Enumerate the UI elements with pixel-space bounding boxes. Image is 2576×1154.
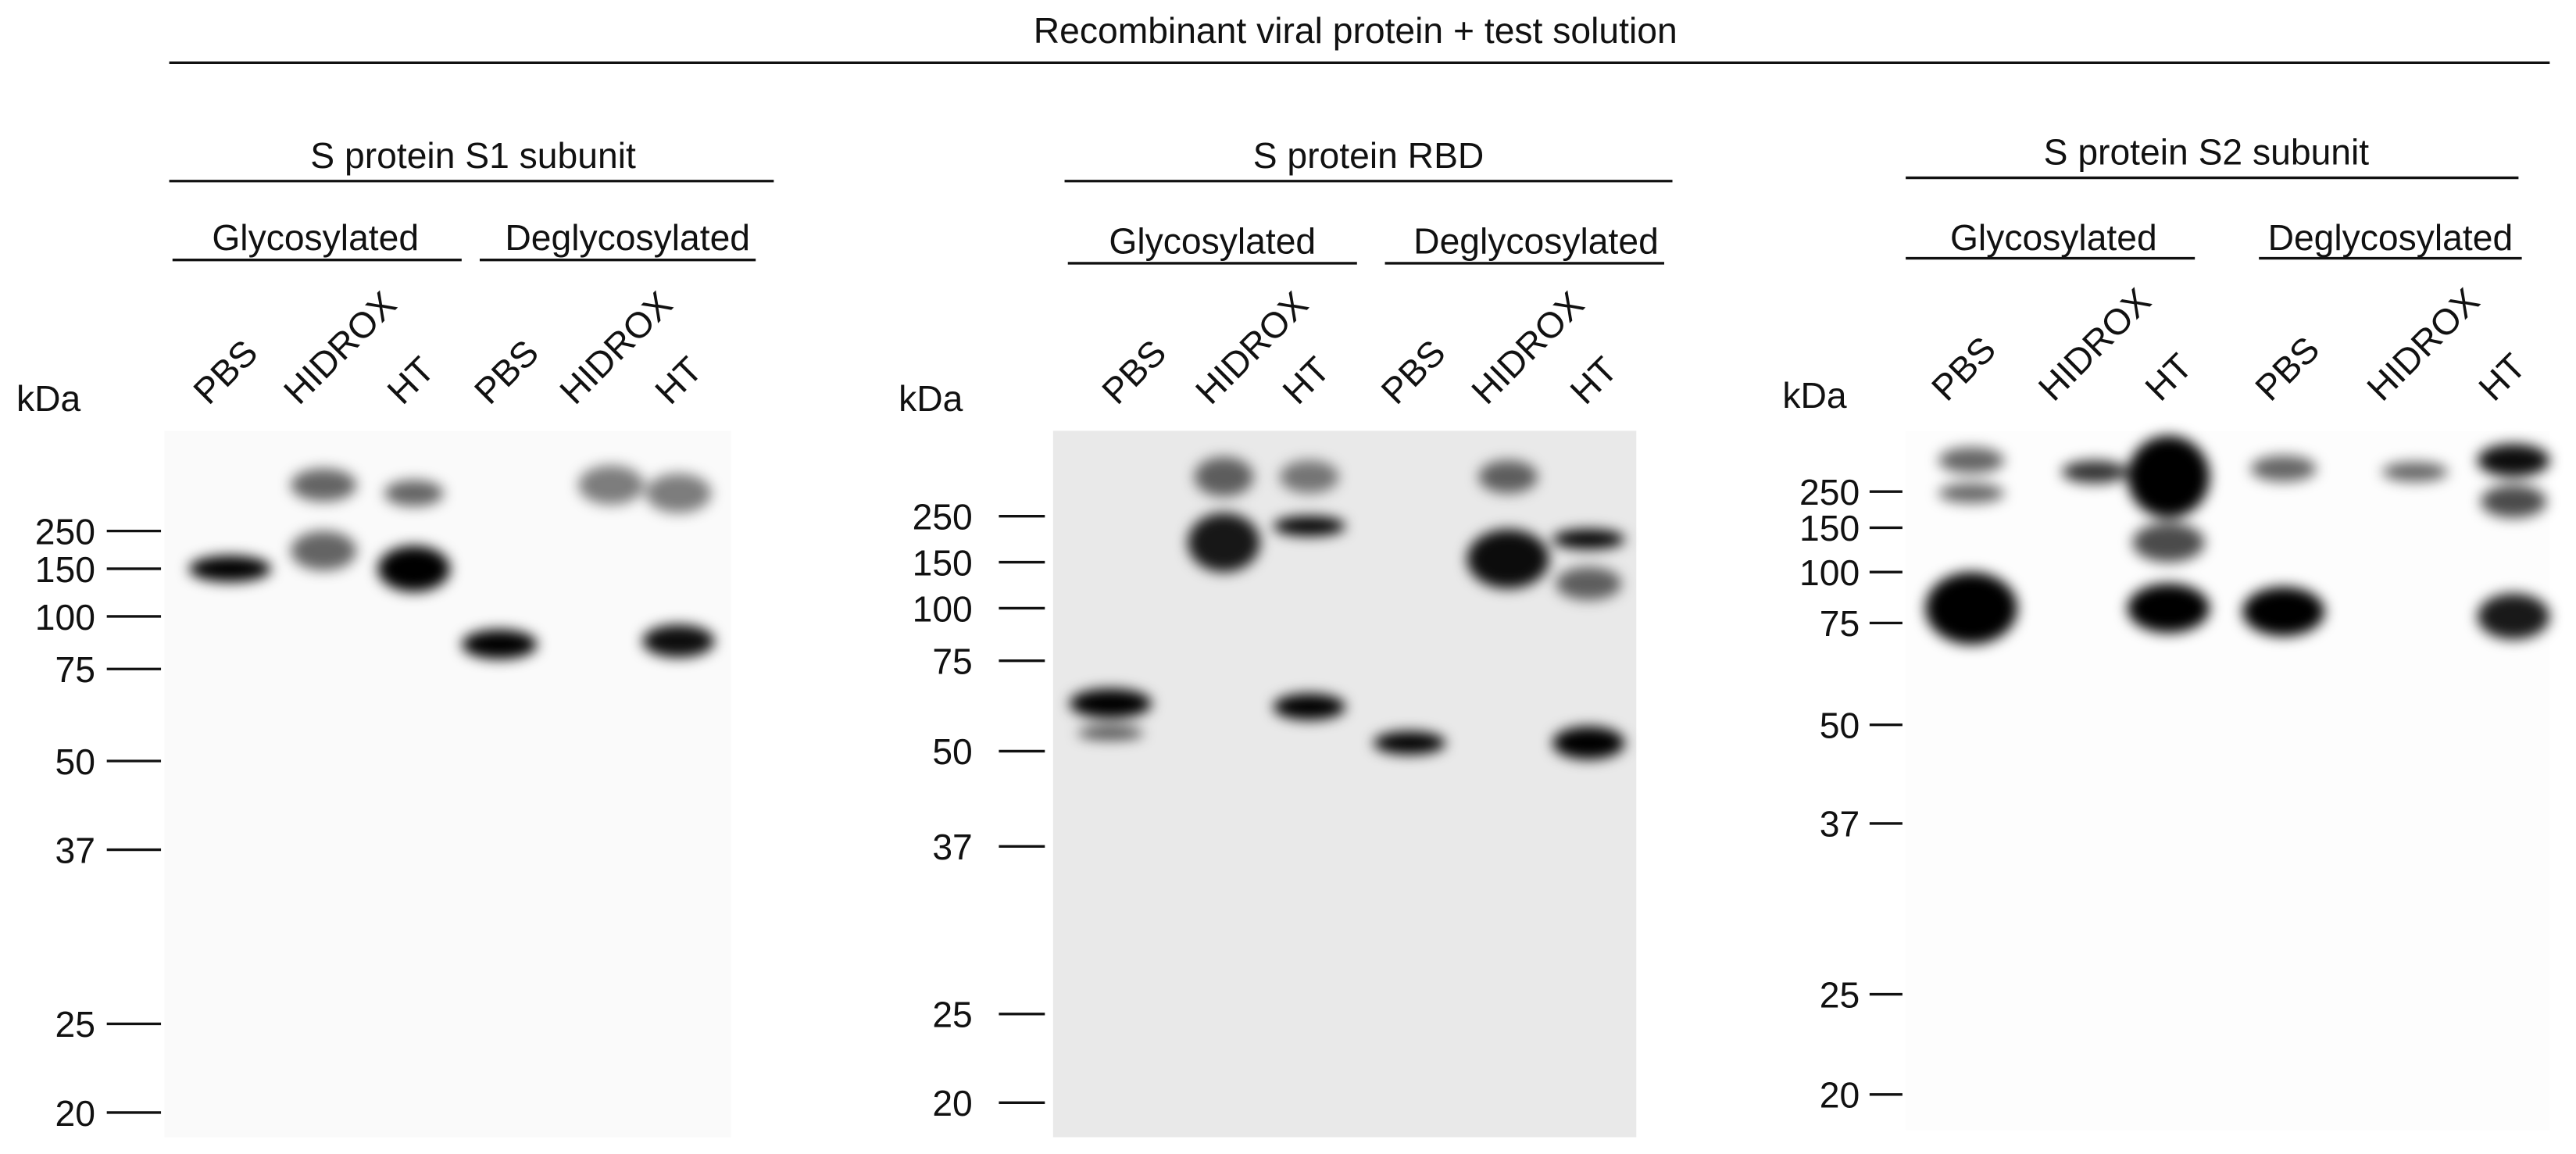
panel: S protein RBD Glycosylated Deglycosylated P… xyxy=(899,135,1673,1138)
marker-label: 250 xyxy=(35,511,95,552)
band xyxy=(188,556,271,582)
marker-label: 75 xyxy=(932,641,972,682)
lane-label: HT xyxy=(1274,349,1337,412)
unit-label: kDa xyxy=(16,378,81,419)
unit-label: kDa xyxy=(1782,375,1847,416)
group-label: Glycosylated xyxy=(212,217,419,258)
group-label: Glycosylated xyxy=(1109,220,1316,261)
panel-title: S protein RBD xyxy=(1253,135,1485,176)
lane-label: HT xyxy=(379,349,441,412)
band xyxy=(1279,460,1339,494)
marker-label: 25 xyxy=(55,1004,95,1045)
band xyxy=(578,465,645,505)
lane-label: PBS xyxy=(185,332,265,412)
group-label: Deglycosylated xyxy=(2268,217,2513,258)
marker-label: 100 xyxy=(35,597,95,638)
panel: S protein S2 subunit Glycosylated Deglycos… xyxy=(1782,132,2550,1131)
lane-label: PBS xyxy=(2247,328,2327,408)
band xyxy=(291,468,357,502)
marker-label: 250 xyxy=(913,497,973,538)
lane-label: PBS xyxy=(1924,328,2003,408)
band xyxy=(1373,731,1446,755)
lane-label: PBS xyxy=(466,332,546,412)
lane-label: HT xyxy=(647,349,709,412)
blot xyxy=(164,431,731,1138)
band xyxy=(642,624,715,658)
bands xyxy=(1069,457,1625,759)
panel-title: S protein S2 subunit xyxy=(2044,132,2370,173)
marker-label: 20 xyxy=(932,1083,972,1124)
band xyxy=(1478,460,1538,494)
panel-title: S protein S1 subunit xyxy=(310,135,636,176)
marker-label: 50 xyxy=(932,731,972,772)
marker-label: 25 xyxy=(932,995,972,1035)
marker-label: 150 xyxy=(35,549,95,590)
marker-label: 25 xyxy=(1820,974,1860,1015)
group-label: Deglycosylated xyxy=(1413,220,1659,261)
lane-label: HIDROX xyxy=(276,284,404,412)
band xyxy=(2477,444,2550,477)
lane-label: HT xyxy=(2137,345,2199,408)
band xyxy=(377,545,451,592)
band xyxy=(1467,529,1549,589)
band xyxy=(2132,523,2205,563)
band xyxy=(2381,462,2448,482)
marker-label: 100 xyxy=(913,588,973,629)
band xyxy=(384,480,444,507)
band xyxy=(2061,460,2128,484)
marker-label: 37 xyxy=(55,830,95,870)
lane-label: HIDROX xyxy=(2359,280,2487,409)
marker-label: 37 xyxy=(932,827,972,867)
band xyxy=(1273,693,1346,720)
band xyxy=(2242,587,2325,637)
group-label: Deglycosylated xyxy=(505,217,750,258)
band xyxy=(1938,483,2005,503)
band xyxy=(1077,726,1144,740)
band xyxy=(2127,583,2210,633)
marker-label: 75 xyxy=(1820,603,1860,644)
band xyxy=(291,531,357,571)
band xyxy=(1194,457,1254,497)
band xyxy=(1273,516,1346,536)
marker-label: 250 xyxy=(1799,472,1860,513)
lane-label: HT xyxy=(1562,349,1624,412)
band xyxy=(1938,447,2005,474)
panel: S protein S1 subunit Glycosylated Deglycos… xyxy=(16,135,774,1138)
band xyxy=(645,473,712,513)
marker-label: 150 xyxy=(1799,508,1860,548)
band xyxy=(1925,572,2018,645)
band xyxy=(2481,484,2547,518)
marker-label: 20 xyxy=(55,1093,95,1134)
band xyxy=(1188,513,1260,573)
lane-label: PBS xyxy=(1374,332,1453,412)
marker-label: 75 xyxy=(55,649,95,690)
marker-label: 150 xyxy=(913,542,973,583)
band xyxy=(461,629,538,659)
group-label: Glycosylated xyxy=(1950,217,2157,258)
band xyxy=(1552,726,1625,759)
band xyxy=(2127,435,2210,518)
bands xyxy=(188,465,715,659)
band xyxy=(1552,529,1625,549)
band xyxy=(2250,455,2317,482)
band xyxy=(2477,593,2550,640)
lane-label: PBS xyxy=(1094,332,1174,412)
bands xyxy=(1925,435,2550,645)
marker-label: 100 xyxy=(1799,552,1860,593)
marker-label: 37 xyxy=(1820,804,1860,845)
band xyxy=(1556,566,1622,600)
blot xyxy=(1906,431,2550,1131)
blot xyxy=(1052,431,1637,1138)
marker-label: 50 xyxy=(1820,706,1860,746)
lane-label: HIDROX xyxy=(2031,280,2159,409)
marker-label: 20 xyxy=(1820,1075,1860,1116)
band xyxy=(1069,688,1152,719)
lane-label: HT xyxy=(2471,345,2533,408)
unit-label: kDa xyxy=(899,378,963,419)
figure-title: Recombinant viral protein + test solutio… xyxy=(1034,10,1677,51)
marker-label: 50 xyxy=(55,741,95,782)
